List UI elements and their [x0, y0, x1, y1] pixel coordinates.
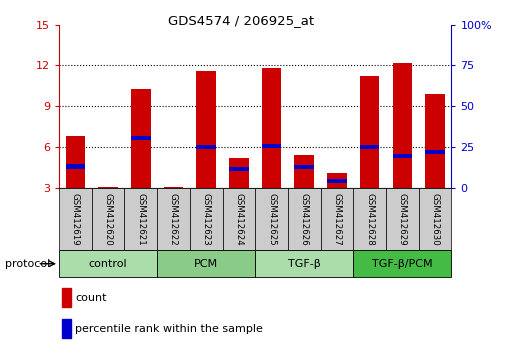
- Bar: [59, 250, 157, 277]
- Bar: [66, 164, 85, 169]
- Bar: [92, 188, 125, 250]
- Bar: [255, 250, 353, 277]
- Text: GSM412620: GSM412620: [104, 193, 112, 245]
- Bar: [190, 188, 223, 250]
- Text: GSM412627: GSM412627: [332, 193, 342, 245]
- Bar: [327, 178, 347, 183]
- Text: percentile rank within the sample: percentile rank within the sample: [75, 324, 263, 334]
- Text: GSM412630: GSM412630: [430, 193, 440, 245]
- Text: GSM412623: GSM412623: [202, 193, 211, 245]
- Bar: [229, 167, 249, 171]
- Text: GSM412621: GSM412621: [136, 193, 145, 245]
- Text: control: control: [89, 259, 127, 269]
- Bar: [157, 250, 255, 277]
- Bar: [360, 144, 380, 149]
- Bar: [131, 136, 150, 140]
- Bar: [229, 158, 249, 188]
- Text: GSM412626: GSM412626: [300, 193, 309, 245]
- Bar: [196, 71, 216, 188]
- Text: GSM412624: GSM412624: [234, 193, 243, 245]
- Bar: [98, 187, 118, 188]
- Bar: [425, 94, 445, 188]
- Bar: [255, 188, 288, 250]
- Bar: [288, 188, 321, 250]
- Bar: [164, 187, 183, 188]
- Bar: [327, 173, 347, 188]
- Bar: [294, 165, 314, 169]
- Bar: [62, 288, 71, 307]
- Bar: [196, 144, 216, 149]
- Bar: [392, 63, 412, 188]
- Bar: [360, 76, 380, 188]
- Text: TGF-β/PCM: TGF-β/PCM: [372, 259, 432, 269]
- Text: protocol: protocol: [5, 259, 50, 269]
- Bar: [66, 136, 85, 188]
- Bar: [386, 188, 419, 250]
- Text: GSM412625: GSM412625: [267, 193, 276, 245]
- Bar: [223, 188, 255, 250]
- Bar: [124, 188, 157, 250]
- Text: TGF-β: TGF-β: [288, 259, 321, 269]
- Bar: [262, 144, 281, 148]
- Bar: [419, 188, 451, 250]
- Text: GSM412629: GSM412629: [398, 193, 407, 245]
- Bar: [59, 188, 92, 250]
- Text: PCM: PCM: [194, 259, 218, 269]
- Text: GSM412619: GSM412619: [71, 193, 80, 245]
- Bar: [262, 68, 281, 188]
- Bar: [294, 155, 314, 188]
- Bar: [131, 88, 150, 188]
- Bar: [353, 250, 451, 277]
- Text: GDS4574 / 206925_at: GDS4574 / 206925_at: [168, 14, 314, 27]
- Bar: [157, 188, 190, 250]
- Bar: [353, 188, 386, 250]
- Text: GSM412622: GSM412622: [169, 193, 178, 245]
- Bar: [321, 188, 353, 250]
- Bar: [425, 150, 445, 154]
- Bar: [392, 154, 412, 159]
- Text: count: count: [75, 293, 107, 303]
- Text: GSM412628: GSM412628: [365, 193, 374, 245]
- Bar: [62, 319, 71, 338]
